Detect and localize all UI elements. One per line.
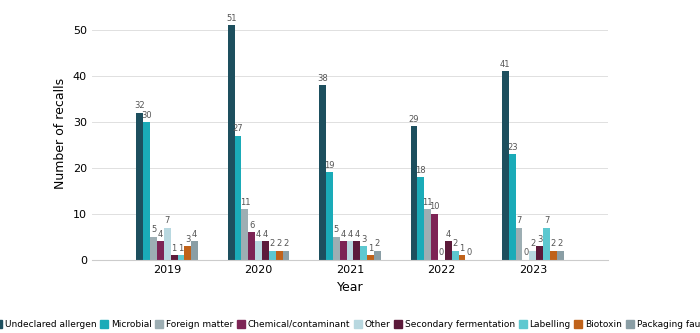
Bar bbox=[269, 250, 276, 260]
Bar bbox=[424, 209, 431, 260]
Y-axis label: Number of recalls: Number of recalls bbox=[55, 78, 67, 189]
Text: 32: 32 bbox=[134, 101, 145, 110]
Bar bbox=[319, 85, 326, 260]
Bar bbox=[241, 209, 248, 260]
Bar bbox=[360, 246, 367, 260]
Text: 2: 2 bbox=[270, 239, 275, 248]
Bar bbox=[417, 177, 424, 260]
Text: 0: 0 bbox=[524, 248, 528, 257]
Text: 2: 2 bbox=[551, 239, 556, 248]
Bar bbox=[184, 246, 191, 260]
Text: 11: 11 bbox=[239, 198, 250, 207]
Text: 6: 6 bbox=[249, 221, 254, 230]
Text: 51: 51 bbox=[226, 14, 237, 23]
Bar bbox=[171, 255, 178, 260]
Text: 3: 3 bbox=[361, 235, 366, 244]
Text: 2: 2 bbox=[452, 239, 458, 248]
Text: 23: 23 bbox=[507, 143, 517, 152]
Bar bbox=[256, 241, 262, 260]
X-axis label: Year: Year bbox=[337, 281, 363, 294]
Text: 7: 7 bbox=[164, 216, 170, 225]
Text: 11: 11 bbox=[422, 198, 433, 207]
Bar bbox=[550, 250, 556, 260]
Text: 2: 2 bbox=[276, 239, 282, 248]
Bar bbox=[234, 136, 241, 260]
Bar bbox=[178, 255, 184, 260]
Bar bbox=[333, 237, 340, 260]
Text: 29: 29 bbox=[409, 115, 419, 124]
Text: 41: 41 bbox=[500, 60, 510, 69]
Bar bbox=[276, 250, 283, 260]
Bar bbox=[326, 172, 333, 260]
Bar bbox=[529, 250, 536, 260]
Text: 7: 7 bbox=[544, 216, 550, 225]
Bar bbox=[458, 255, 466, 260]
Text: 3: 3 bbox=[185, 235, 190, 244]
Legend: Undeclared allergen, Microbial, Foreign matter, Chemical/contaminant, Other, Sec: Undeclared allergen, Microbial, Foreign … bbox=[0, 320, 700, 329]
Bar bbox=[452, 250, 458, 260]
Bar bbox=[374, 250, 381, 260]
Bar bbox=[150, 237, 157, 260]
Text: 4: 4 bbox=[340, 230, 346, 239]
Bar bbox=[346, 241, 354, 260]
Bar bbox=[283, 250, 290, 260]
Text: 2: 2 bbox=[284, 239, 288, 248]
Text: 4: 4 bbox=[256, 230, 261, 239]
Bar bbox=[536, 246, 543, 260]
Bar bbox=[164, 227, 171, 260]
Bar bbox=[136, 113, 144, 260]
Text: 0: 0 bbox=[439, 248, 444, 257]
Text: 5: 5 bbox=[151, 225, 156, 234]
Bar bbox=[444, 241, 452, 260]
Text: 2: 2 bbox=[558, 239, 563, 248]
Text: 38: 38 bbox=[317, 74, 328, 83]
Text: 5: 5 bbox=[334, 225, 339, 234]
Bar bbox=[228, 25, 234, 260]
Text: 3: 3 bbox=[537, 235, 542, 244]
Bar bbox=[431, 214, 438, 260]
Text: 7: 7 bbox=[517, 216, 522, 225]
Text: 4: 4 bbox=[158, 230, 163, 239]
Bar bbox=[354, 241, 360, 260]
Text: 1: 1 bbox=[368, 244, 373, 253]
Text: 4: 4 bbox=[347, 230, 353, 239]
Text: 1: 1 bbox=[459, 244, 465, 253]
Bar bbox=[410, 127, 417, 260]
Bar bbox=[248, 232, 256, 260]
Text: 4: 4 bbox=[354, 230, 360, 239]
Text: 4: 4 bbox=[446, 230, 451, 239]
Text: 1: 1 bbox=[172, 244, 176, 253]
Bar bbox=[157, 241, 164, 260]
Bar bbox=[144, 122, 150, 260]
Bar bbox=[502, 71, 509, 260]
Text: 2: 2 bbox=[374, 239, 380, 248]
Text: 19: 19 bbox=[324, 161, 335, 170]
Bar bbox=[556, 250, 564, 260]
Bar bbox=[543, 227, 550, 260]
Text: 4: 4 bbox=[192, 230, 197, 239]
Text: 30: 30 bbox=[141, 111, 152, 120]
Text: 27: 27 bbox=[232, 124, 244, 133]
Text: 4: 4 bbox=[262, 230, 268, 239]
Text: 10: 10 bbox=[429, 202, 440, 211]
Bar bbox=[262, 241, 269, 260]
Bar bbox=[516, 227, 522, 260]
Text: 0: 0 bbox=[466, 248, 471, 257]
Bar bbox=[367, 255, 374, 260]
Text: 2: 2 bbox=[530, 239, 536, 248]
Text: 18: 18 bbox=[416, 166, 426, 175]
Bar bbox=[340, 241, 346, 260]
Bar bbox=[509, 154, 516, 260]
Text: 1: 1 bbox=[178, 244, 183, 253]
Bar bbox=[191, 241, 198, 260]
